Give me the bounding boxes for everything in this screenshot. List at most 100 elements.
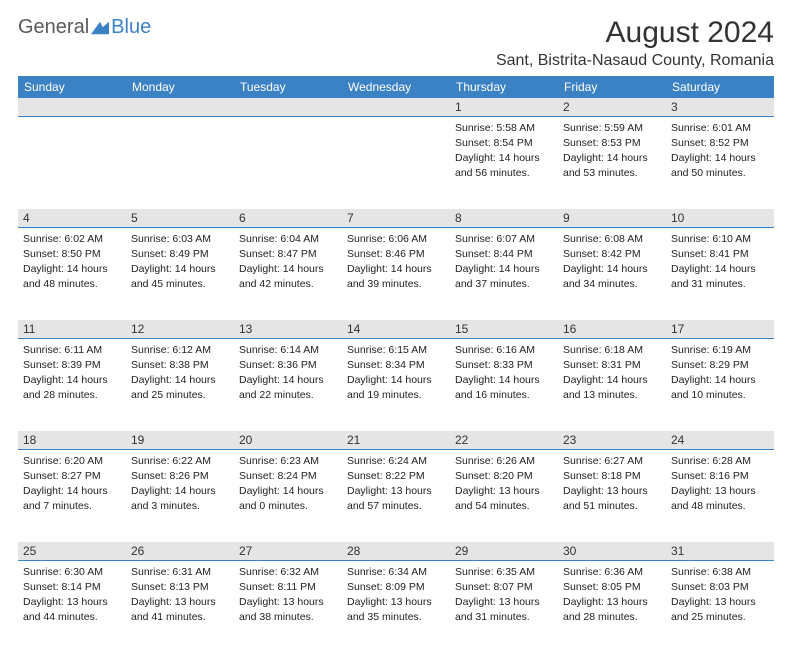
date-number: 14	[347, 322, 445, 336]
day-info: Sunrise: 6:02 AMSunset: 8:50 PMDaylight:…	[23, 232, 121, 291]
sunrise-text: Sunrise: 5:58 AM	[455, 121, 553, 135]
sunrise-text: Sunrise: 6:10 AM	[671, 232, 769, 246]
date-row: 45678910	[18, 209, 774, 228]
day-cell: Sunrise: 6:02 AMSunset: 8:50 PMDaylight:…	[18, 228, 126, 320]
sunrise-text: Sunrise: 6:35 AM	[455, 565, 553, 579]
date-cell	[126, 98, 234, 116]
date-number: 16	[563, 322, 661, 336]
daylight-text: Daylight: 14 hours and 28 minutes.	[23, 373, 121, 401]
location: Sant, Bistrita-Nasaud County, Romania	[496, 52, 774, 70]
day-info: Sunrise: 6:22 AMSunset: 8:26 PMDaylight:…	[131, 454, 229, 513]
date-number: 30	[563, 544, 661, 558]
sunset-text: Sunset: 8:49 PM	[131, 247, 229, 261]
daylight-text: Daylight: 13 hours and 38 minutes.	[239, 595, 337, 623]
logo-text-blue: Blue	[111, 16, 151, 39]
day-info: Sunrise: 6:38 AMSunset: 8:03 PMDaylight:…	[671, 565, 769, 624]
title-block: August 2024 Sant, Bistrita-Nasaud County…	[496, 16, 774, 70]
day-cell	[234, 117, 342, 209]
sunset-text: Sunset: 8:18 PM	[563, 469, 661, 483]
day-info: Sunrise: 6:14 AMSunset: 8:36 PMDaylight:…	[239, 343, 337, 402]
daylight-text: Daylight: 13 hours and 48 minutes.	[671, 484, 769, 512]
day-cell: Sunrise: 6:24 AMSunset: 8:22 PMDaylight:…	[342, 450, 450, 542]
day-info: Sunrise: 6:08 AMSunset: 8:42 PMDaylight:…	[563, 232, 661, 291]
date-number: 5	[131, 211, 229, 225]
day-header-sun: Sunday	[18, 76, 126, 98]
date-number: 29	[455, 544, 553, 558]
date-cell: 18	[18, 431, 126, 449]
date-cell: 12	[126, 320, 234, 338]
date-number: 3	[671, 100, 769, 114]
date-number: 2	[563, 100, 661, 114]
header: General Blue August 2024 Sant, Bistrita-…	[18, 16, 774, 70]
date-cell: 22	[450, 431, 558, 449]
content-row: Sunrise: 5:58 AMSunset: 8:54 PMDaylight:…	[18, 117, 774, 209]
sunset-text: Sunset: 8:16 PM	[671, 469, 769, 483]
date-cell: 8	[450, 209, 558, 227]
sunset-text: Sunset: 8:42 PM	[563, 247, 661, 261]
date-number: 26	[131, 544, 229, 558]
day-cell: Sunrise: 6:16 AMSunset: 8:33 PMDaylight:…	[450, 339, 558, 431]
date-cell: 13	[234, 320, 342, 338]
content-row: Sunrise: 6:02 AMSunset: 8:50 PMDaylight:…	[18, 228, 774, 320]
date-cell: 27	[234, 542, 342, 560]
day-info: Sunrise: 6:16 AMSunset: 8:33 PMDaylight:…	[455, 343, 553, 402]
sunrise-text: Sunrise: 6:26 AM	[455, 454, 553, 468]
day-info: Sunrise: 6:15 AMSunset: 8:34 PMDaylight:…	[347, 343, 445, 402]
sunset-text: Sunset: 8:05 PM	[563, 580, 661, 594]
daylight-text: Daylight: 13 hours and 35 minutes.	[347, 595, 445, 623]
day-info: Sunrise: 5:59 AMSunset: 8:53 PMDaylight:…	[563, 121, 661, 180]
date-number: 1	[455, 100, 553, 114]
daylight-text: Daylight: 13 hours and 54 minutes.	[455, 484, 553, 512]
date-cell: 10	[666, 209, 774, 227]
day-headers: Sunday Monday Tuesday Wednesday Thursday…	[18, 76, 774, 98]
content-row: Sunrise: 6:20 AMSunset: 8:27 PMDaylight:…	[18, 450, 774, 542]
day-cell: Sunrise: 6:26 AMSunset: 8:20 PMDaylight:…	[450, 450, 558, 542]
weeks-container: 123Sunrise: 5:58 AMSunset: 8:54 PMDaylig…	[18, 98, 774, 653]
daylight-text: Daylight: 13 hours and 31 minutes.	[455, 595, 553, 623]
sunset-text: Sunset: 8:47 PM	[239, 247, 337, 261]
day-cell: Sunrise: 6:14 AMSunset: 8:36 PMDaylight:…	[234, 339, 342, 431]
day-info: Sunrise: 6:04 AMSunset: 8:47 PMDaylight:…	[239, 232, 337, 291]
day-info: Sunrise: 6:23 AMSunset: 8:24 PMDaylight:…	[239, 454, 337, 513]
date-number: 23	[563, 433, 661, 447]
date-number: 13	[239, 322, 337, 336]
sunset-text: Sunset: 8:03 PM	[671, 580, 769, 594]
sunrise-text: Sunrise: 6:02 AM	[23, 232, 121, 246]
day-info: Sunrise: 6:31 AMSunset: 8:13 PMDaylight:…	[131, 565, 229, 624]
date-cell	[234, 98, 342, 116]
date-cell: 6	[234, 209, 342, 227]
date-number: 25	[23, 544, 121, 558]
date-number: 27	[239, 544, 337, 558]
sunset-text: Sunset: 8:36 PM	[239, 358, 337, 372]
daylight-text: Daylight: 14 hours and 56 minutes.	[455, 151, 553, 179]
sunset-text: Sunset: 8:11 PM	[239, 580, 337, 594]
date-cell: 2	[558, 98, 666, 116]
date-row: 18192021222324	[18, 431, 774, 450]
day-cell: Sunrise: 6:31 AMSunset: 8:13 PMDaylight:…	[126, 561, 234, 653]
logo-mark-icon	[91, 21, 109, 35]
daylight-text: Daylight: 14 hours and 34 minutes.	[563, 262, 661, 290]
date-number: 17	[671, 322, 769, 336]
sunrise-text: Sunrise: 6:22 AM	[131, 454, 229, 468]
day-info: Sunrise: 6:19 AMSunset: 8:29 PMDaylight:…	[671, 343, 769, 402]
daylight-text: Daylight: 14 hours and 0 minutes.	[239, 484, 337, 512]
daylight-text: Daylight: 14 hours and 50 minutes.	[671, 151, 769, 179]
daylight-text: Daylight: 14 hours and 42 minutes.	[239, 262, 337, 290]
sunrise-text: Sunrise: 6:08 AM	[563, 232, 661, 246]
daylight-text: Daylight: 14 hours and 13 minutes.	[563, 373, 661, 401]
day-cell: Sunrise: 6:07 AMSunset: 8:44 PMDaylight:…	[450, 228, 558, 320]
date-cell: 3	[666, 98, 774, 116]
date-cell: 14	[342, 320, 450, 338]
month-title: August 2024	[496, 16, 774, 50]
daylight-text: Daylight: 13 hours and 28 minutes.	[563, 595, 661, 623]
daylight-text: Daylight: 14 hours and 39 minutes.	[347, 262, 445, 290]
daylight-text: Daylight: 14 hours and 10 minutes.	[671, 373, 769, 401]
day-cell: Sunrise: 6:06 AMSunset: 8:46 PMDaylight:…	[342, 228, 450, 320]
sunrise-text: Sunrise: 6:07 AM	[455, 232, 553, 246]
date-cell: 31	[666, 542, 774, 560]
day-cell: Sunrise: 6:19 AMSunset: 8:29 PMDaylight:…	[666, 339, 774, 431]
date-number: 28	[347, 544, 445, 558]
date-cell: 19	[126, 431, 234, 449]
day-info: Sunrise: 6:27 AMSunset: 8:18 PMDaylight:…	[563, 454, 661, 513]
date-number: 19	[131, 433, 229, 447]
